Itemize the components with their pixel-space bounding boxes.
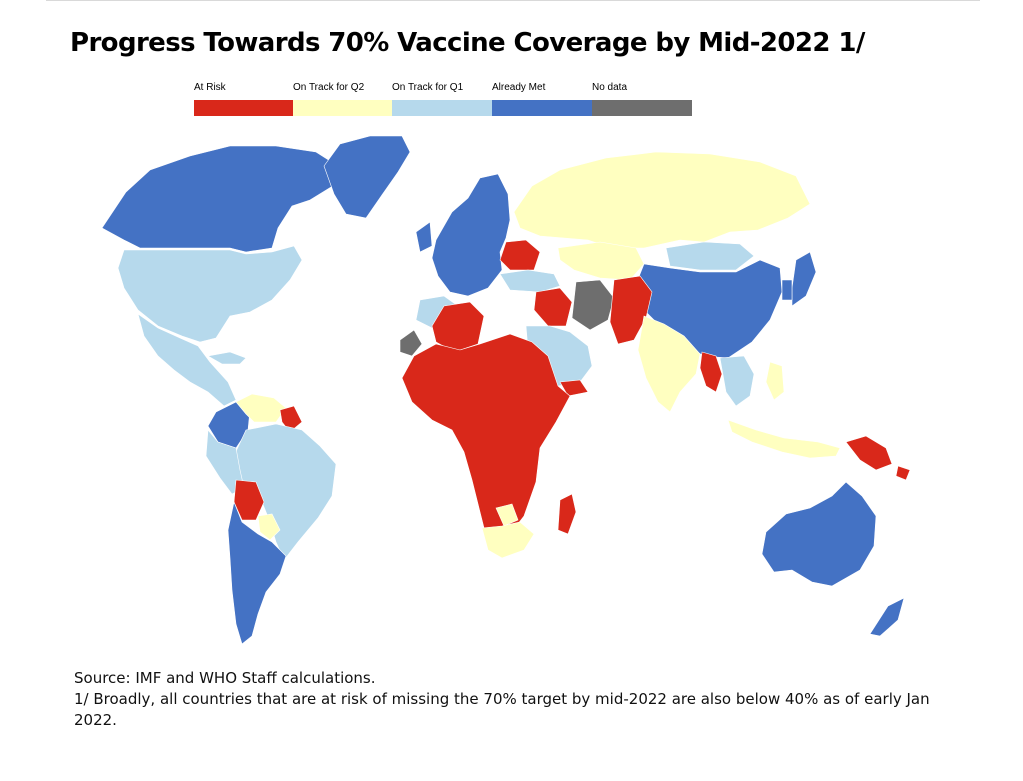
legend-label-at-risk: At Risk <box>194 82 226 93</box>
region-argentina-chile <box>227 500 287 645</box>
region-paraguay <box>257 513 281 541</box>
region-new-zealand <box>869 597 905 637</box>
region-kazakhstan <box>557 241 645 281</box>
region-myanmar <box>699 351 723 393</box>
legend-swatch-at-risk <box>194 100 293 116</box>
region-iran <box>571 279 615 331</box>
region-southeast-asia <box>719 355 755 407</box>
region-north-america <box>101 145 339 253</box>
region-sub-saharan-africa <box>401 333 571 543</box>
region-philippines <box>765 361 785 401</box>
legend-swatch-already-met <box>492 100 592 116</box>
region-western-sahara <box>399 329 423 357</box>
region-botswana <box>495 503 519 527</box>
region-papua-new-guinea <box>845 435 893 471</box>
legend-label-no-data: No data <box>592 82 628 93</box>
region-india <box>637 315 701 413</box>
legend-label-on-track-q1: On Track for Q1 <box>392 82 464 93</box>
region-ukraine <box>499 239 541 271</box>
footnote-line: 1/ Broadly, all countries that are at ri… <box>74 690 930 729</box>
region-australia <box>761 481 877 587</box>
legend-item-already-met: Already Met <box>492 82 592 116</box>
legend-item-on-track-q1: On Track for Q1 <box>392 82 492 116</box>
region-united-states <box>117 245 303 343</box>
region-south-africa <box>481 521 535 559</box>
region-caribbean <box>207 351 247 365</box>
legend: At Risk On Track for Q2 On Track for Q1 … <box>194 82 692 116</box>
region-yemen <box>559 379 589 397</box>
region-russia <box>513 151 811 249</box>
legend-swatch-no-data <box>592 100 692 116</box>
region-pacific-islands <box>895 465 911 481</box>
legend-item-at-risk: At Risk <box>194 82 293 116</box>
region-mexico-central-america <box>137 313 237 407</box>
top-divider <box>46 0 980 1</box>
legend-label-on-track-q2: On Track for Q2 <box>293 82 365 93</box>
legend-item-no-data: No data <box>592 82 692 116</box>
world-map <box>101 135 911 645</box>
region-mongolia <box>665 241 755 271</box>
region-western-europe <box>431 173 511 297</box>
region-greenland <box>323 135 411 219</box>
region-uk <box>415 221 433 253</box>
source-notes: Source: IMF and WHO Staff calculations. … <box>74 668 974 731</box>
source-line: Source: IMF and WHO Staff calculations. <box>74 669 376 687</box>
region-korea <box>781 279 793 301</box>
page-title: Progress Towards 70% Vaccine Coverage by… <box>70 28 865 58</box>
region-turkey <box>499 269 561 293</box>
region-afghanistan-pakistan <box>609 275 653 345</box>
legend-swatch-on-track-q1 <box>392 100 492 116</box>
region-indonesia <box>727 419 841 459</box>
region-japan <box>791 251 817 307</box>
region-iraq-syria <box>533 287 573 327</box>
legend-swatch-on-track-q2 <box>293 100 392 116</box>
region-guyana <box>279 405 303 433</box>
legend-item-on-track-q2: On Track for Q2 <box>293 82 392 116</box>
legend-label-already-met: Already Met <box>492 82 546 93</box>
region-madagascar <box>557 493 577 535</box>
